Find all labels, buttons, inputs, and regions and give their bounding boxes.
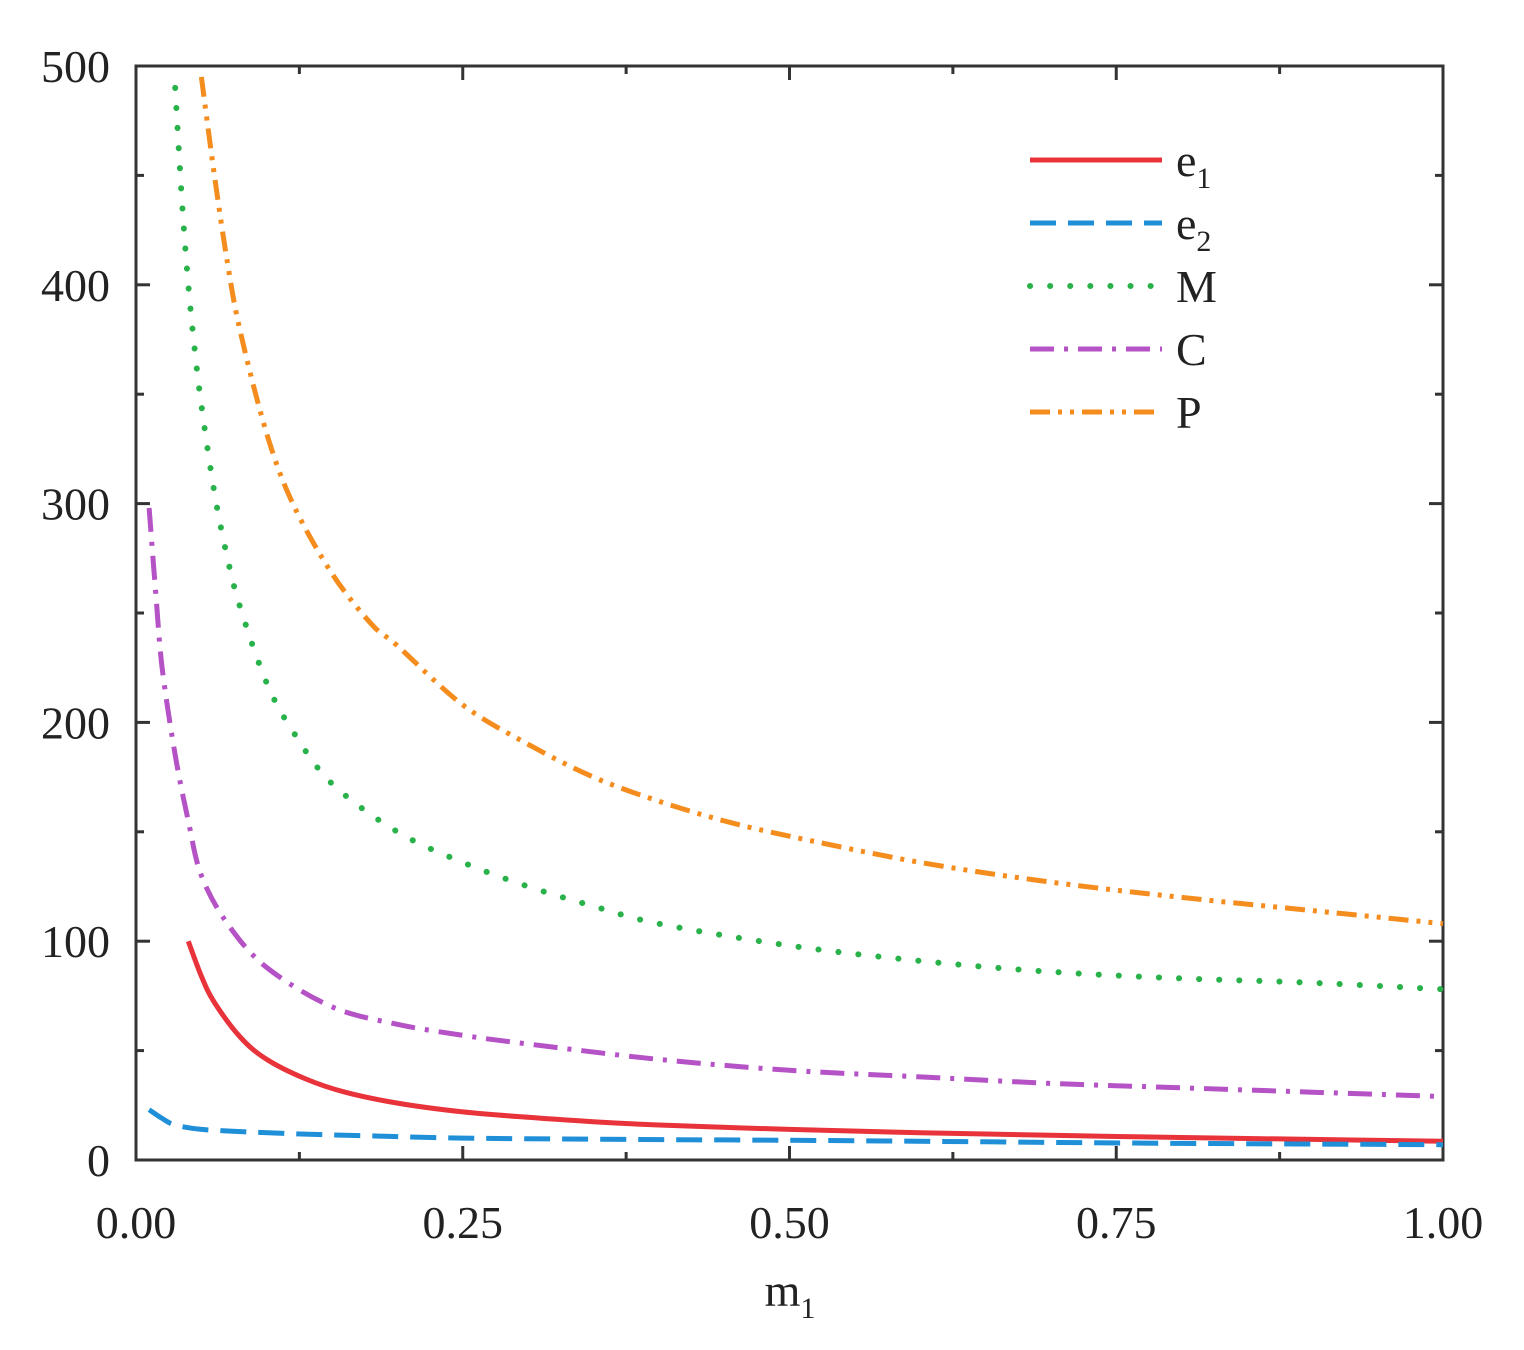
y-tick-label: 300	[41, 479, 110, 530]
y-tick-label: 0	[87, 1135, 110, 1186]
axis-ticks	[134, 64, 1445, 1162]
y-tick-label: 500	[41, 41, 110, 92]
legend-label: e1	[1176, 135, 1211, 195]
series-line-c	[146, 507, 1444, 1099]
plot-frame	[134, 64, 1445, 1162]
legend-label: P	[1176, 387, 1202, 438]
legend-label-main: M	[1176, 261, 1217, 312]
y-tick-label: 400	[41, 260, 110, 311]
legend-label: M	[1176, 261, 1217, 312]
legend-label-main: P	[1176, 387, 1202, 438]
x-tick-label: 0.00	[96, 1197, 177, 1248]
legend-label-sub: 2	[1196, 225, 1211, 258]
series-layer	[146, 76, 1446, 1148]
legend-label: e2	[1176, 198, 1211, 258]
x-tick-label: 0.50	[749, 1197, 830, 1248]
x-tick-label: 1.00	[1403, 1197, 1484, 1248]
x-tick-label: 0.75	[1076, 1197, 1157, 1248]
legend-label: C	[1176, 324, 1207, 375]
y-tick-label: 100	[41, 916, 110, 967]
x-axis-title: m1	[765, 1265, 816, 1325]
series-line-p	[198, 76, 1444, 927]
x-tick-label: 0.25	[423, 1197, 504, 1248]
x-tick-labels: 0.00 0.25 0.50 0.75 1.00	[96, 1197, 1484, 1248]
x-axis-title-sub: 1	[800, 1292, 815, 1325]
legend-label-main: C	[1176, 324, 1207, 375]
series-line-e1	[185, 940, 1444, 1144]
x-axis-title-main: m	[765, 1265, 801, 1316]
series-line-e2	[147, 1107, 1444, 1148]
series-line-m	[172, 84, 1446, 993]
y-tick-labels: 0 100 200 300 400 500	[41, 41, 110, 1186]
legend-label-main: e	[1176, 135, 1196, 186]
legend-label-main: e	[1176, 198, 1196, 249]
y-tick-label: 200	[41, 697, 110, 748]
legend-label-sub: 1	[1196, 162, 1211, 195]
